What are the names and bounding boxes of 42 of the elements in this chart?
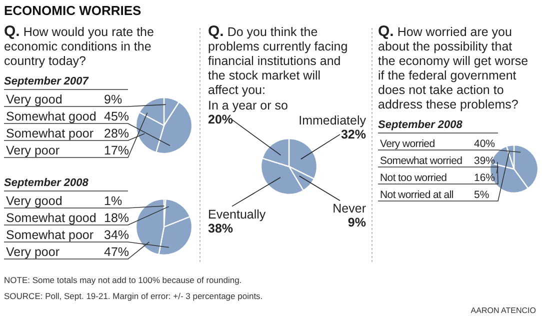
slice-label: Somewhat good bbox=[6, 211, 96, 225]
data-label: 17% bbox=[104, 144, 130, 158]
slice-label: Not too worried bbox=[380, 172, 448, 184]
chart-subtitle: September 2008 bbox=[378, 119, 464, 131]
data-label: 9% bbox=[104, 92, 122, 106]
slice-label: Very good bbox=[6, 92, 62, 106]
data-label: 39% bbox=[474, 155, 496, 167]
slice-label: In a year or so bbox=[208, 98, 288, 113]
data-label: 47% bbox=[104, 245, 130, 259]
data-label: 20% bbox=[208, 112, 234, 127]
data-label: 38% bbox=[208, 221, 234, 236]
data-label: 32% bbox=[340, 127, 366, 142]
chart-title: Q. Do you think the problems currently facing financial institutions and the stock market will affect you: bbox=[208, 23, 348, 97]
slice-label: Somewhat worried bbox=[380, 155, 463, 167]
data-label: 1% bbox=[104, 194, 122, 208]
data-label: 40% bbox=[474, 138, 496, 150]
slice-label: Very worried bbox=[380, 138, 436, 150]
slice-label: Somewhat good bbox=[6, 110, 96, 124]
slice-label: Somewhat poor bbox=[6, 126, 94, 140]
chart-subtitle: September 2007 bbox=[4, 76, 90, 88]
data-label: 45% bbox=[104, 110, 130, 124]
slice-label: Very good bbox=[6, 194, 62, 208]
slice-label: Somewhat poor bbox=[6, 228, 94, 242]
chart-title: Q. How would you rate the economic conditions in the country today? bbox=[4, 23, 154, 68]
data-label: 34% bbox=[104, 228, 130, 242]
data-label: 9% bbox=[348, 216, 366, 230]
slice-label: Very poor bbox=[6, 245, 60, 259]
text: ECONOMIC WORRIES bbox=[4, 3, 142, 18]
data-label: 28% bbox=[104, 126, 130, 140]
source-note: SOURCE: Poll, Sept. 19-21. Margin of error: +/- 3 percentage points. bbox=[4, 291, 263, 301]
slice-label: Immediately bbox=[298, 113, 367, 128]
data-label: 18% bbox=[104, 211, 130, 225]
chart-title: Q. How worried are you about the possibility that the economy will get worse if the federal government does not take action to address these problems? bbox=[378, 23, 528, 112]
text: NOTE: Some totals may not add to 100% because of rounding. bbox=[4, 275, 242, 285]
data-label: 5% bbox=[474, 189, 490, 201]
data-label: 16% bbox=[474, 172, 496, 184]
chart-subtitle: September 2008 bbox=[4, 177, 90, 189]
slice-label: Eventually bbox=[208, 207, 266, 222]
slice-label: Never bbox=[332, 202, 366, 216]
text: AARON ATENCIO bbox=[470, 306, 536, 315]
slice-label: Not worried at all bbox=[380, 189, 454, 201]
slice-label: Very poor bbox=[6, 144, 60, 158]
